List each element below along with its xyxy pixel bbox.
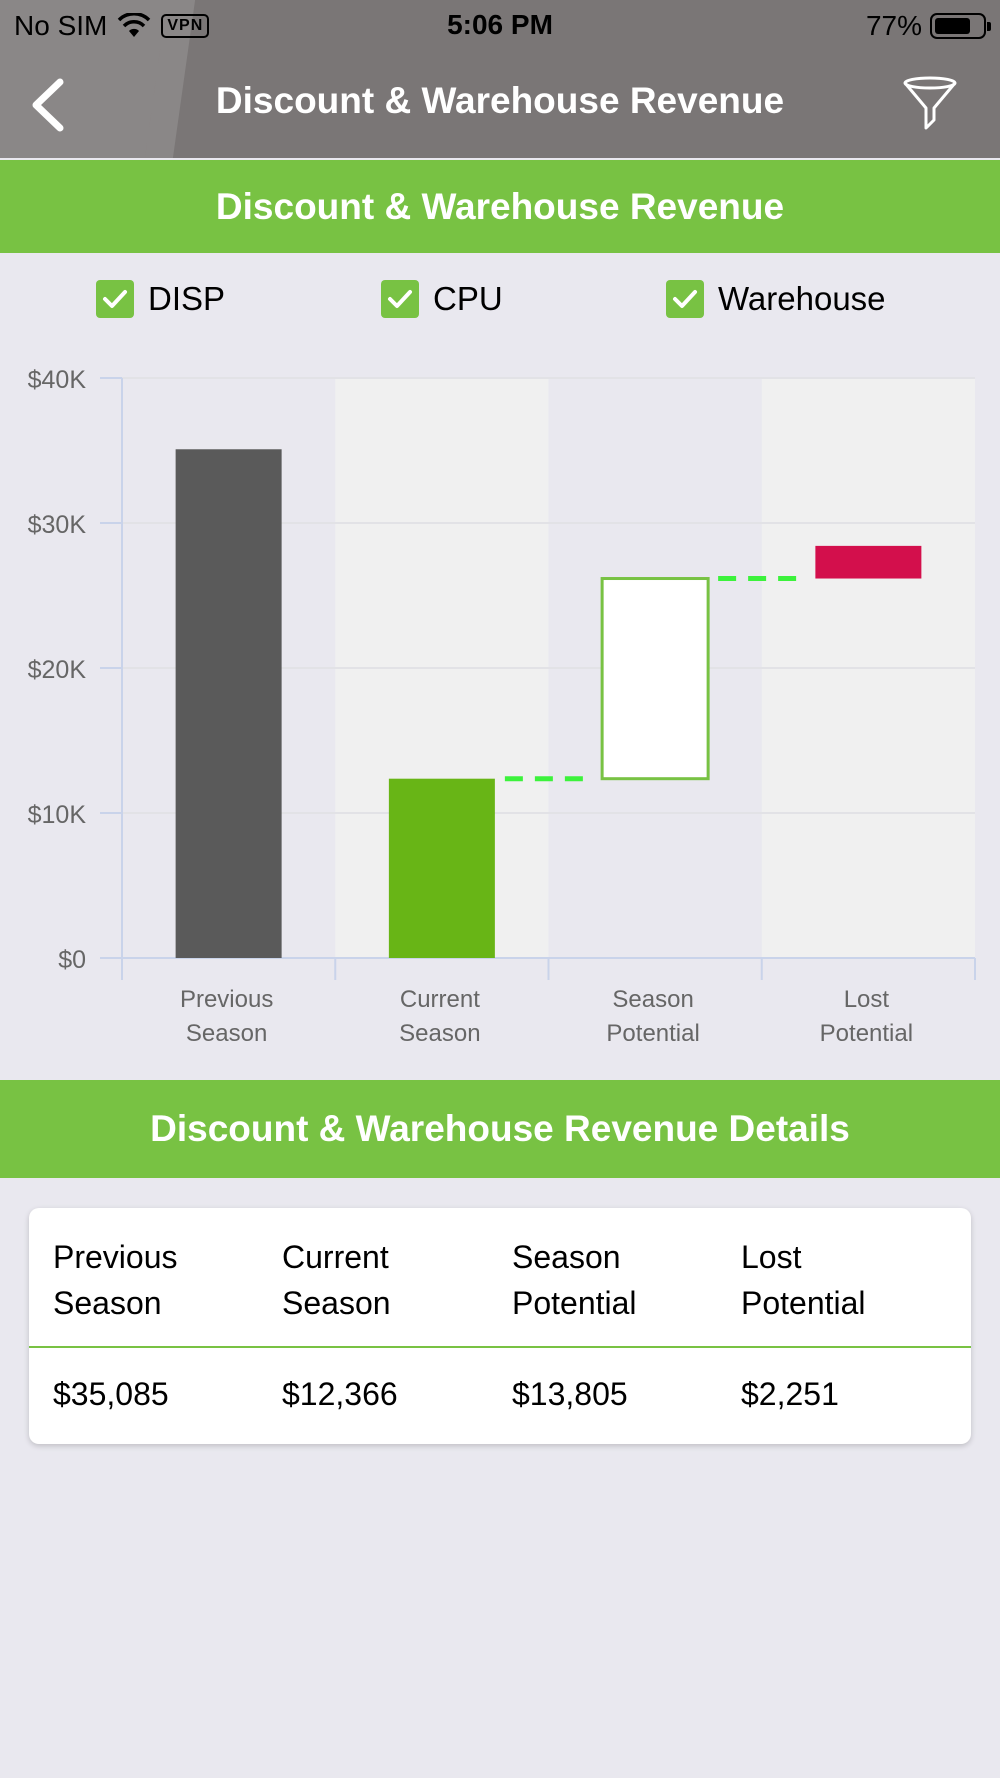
- vpn-badge: VPN: [161, 14, 210, 38]
- legend-item-warehouse[interactable]: Warehouse: [666, 280, 886, 318]
- legend-item-disp[interactable]: DISP: [96, 280, 225, 318]
- header-line: Season: [53, 1285, 162, 1321]
- chart-svg: $0 $10K $20K $30K $40K Previous Season Current S…: [28, 366, 976, 1047]
- header-line: Season: [282, 1285, 391, 1321]
- value-lost-potential: $2,251: [741, 1376, 839, 1412]
- funnel-icon: [903, 76, 957, 130]
- legend-label: Warehouse: [718, 280, 886, 317]
- x-tick-label: Season: [612, 986, 693, 1013]
- header-line: Previous: [53, 1239, 178, 1275]
- page-title: Discount & Warehouse Revenue: [215, 80, 785, 121]
- header-lost-potential: Lost Potential: [741, 1234, 951, 1326]
- value-current-season: $12,366: [282, 1376, 398, 1412]
- x-tick-label: Lost: [844, 986, 890, 1013]
- details-header-row: [29, 1208, 971, 1348]
- details-table: Previous Season Current Season Season Po…: [29, 1208, 971, 1444]
- legend-label: DISP: [148, 280, 226, 317]
- header-line: Lost: [741, 1239, 802, 1275]
- x-tick-label: Previous: [180, 986, 273, 1013]
- x-tick-label: Season: [399, 1020, 480, 1047]
- details-section-title: Discount & Warehouse Revenue Details: [0, 1080, 1000, 1178]
- header-line: Season: [512, 1239, 621, 1275]
- chart-bar-season-potential: [600, 577, 710, 781]
- carrier-group: No SIM VPN: [14, 10, 210, 42]
- header-previous-season: Previous Season: [53, 1234, 263, 1326]
- chart-legend: DISP CPU Warehouse: [0, 280, 1000, 330]
- x-tick-label: Season: [186, 1020, 267, 1047]
- checkbox-checked-icon[interactable]: [96, 280, 134, 318]
- wifi-icon: [118, 13, 151, 37]
- x-tick-label: Current: [400, 986, 480, 1013]
- chevron-left-icon: [32, 78, 64, 132]
- waterfall-chart: $0 $10K $20K $30K $40K Previous Season Current S…: [0, 350, 1000, 1050]
- legend-label: CPU: [433, 280, 503, 317]
- x-tick-label: Potential: [606, 1020, 699, 1047]
- header-line: Current: [282, 1239, 389, 1275]
- chart-bar-previous-season: [175, 449, 282, 958]
- checkbox-checked-icon[interactable]: [381, 280, 419, 318]
- y-tick-label: $30K: [28, 511, 87, 539]
- x-tick-label: Potential: [820, 1020, 913, 1047]
- y-tick-label: $40K: [28, 366, 87, 394]
- filter-button[interactable]: [900, 74, 960, 134]
- battery-icon: [930, 13, 991, 39]
- nav-header: No SIM VPN 5:06 PM 77% Discount & Wareho…: [0, 0, 1000, 158]
- y-tick-label: $0: [58, 946, 86, 974]
- back-button-highlight: [0, 0, 170, 158]
- header-season-potential: Season Potential: [512, 1234, 722, 1326]
- legend-item-cpu[interactable]: CPU: [381, 280, 503, 318]
- carrier-label: No SIM: [14, 10, 108, 41]
- chart-bar-lost-potential: [815, 545, 922, 579]
- header-line: Potential: [741, 1285, 866, 1321]
- battery-group: 77%: [865, 10, 991, 42]
- header-line: Potential: [512, 1285, 637, 1321]
- back-button[interactable]: [18, 70, 78, 140]
- battery-percent: 77%: [865, 10, 922, 41]
- chart-bar-current-season: [388, 778, 495, 958]
- status-bar: No SIM VPN 5:06 PM 77%: [0, 0, 1000, 50]
- checkbox-checked-icon[interactable]: [666, 280, 704, 318]
- y-tick-label: $10K: [28, 801, 87, 829]
- header-current-season: Current Season: [282, 1234, 492, 1326]
- value-season-potential: $13,805: [512, 1376, 628, 1412]
- y-tick-label: $20K: [28, 656, 87, 684]
- value-previous-season: $35,085: [53, 1376, 169, 1412]
- chart-section-title: Discount & Warehouse Revenue: [0, 160, 1000, 253]
